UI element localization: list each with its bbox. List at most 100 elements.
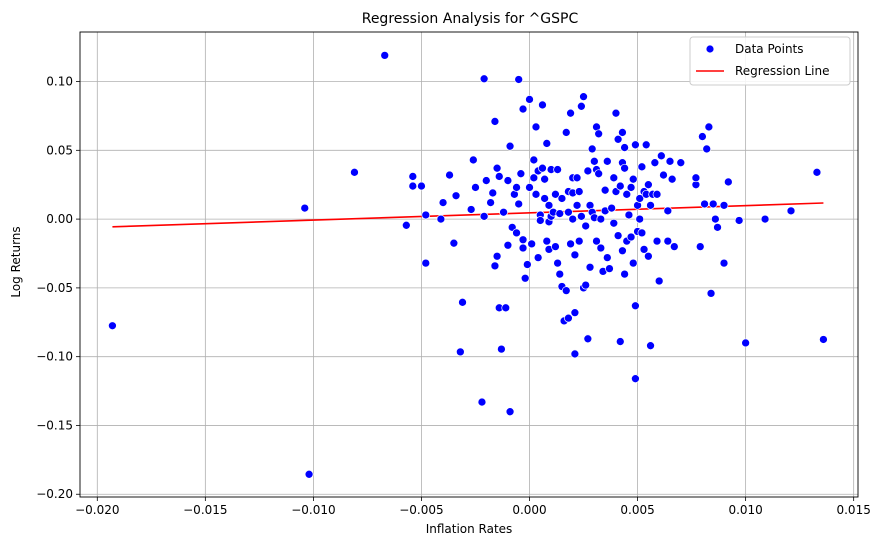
data-point	[512, 228, 521, 238]
data-point	[594, 129, 604, 139]
legend-box	[689, 36, 851, 86]
data-point	[531, 189, 541, 199]
data-point	[499, 207, 508, 217]
data-point	[497, 344, 506, 354]
x-tick-label: 0.010	[728, 503, 762, 517]
data-point	[620, 269, 629, 279]
x-tick-label: 0.000	[512, 503, 546, 517]
data-point	[572, 173, 582, 183]
data-point	[628, 258, 638, 268]
data-point	[613, 134, 623, 144]
data-point	[741, 338, 750, 348]
x-tick-label: −0.010	[291, 503, 335, 517]
data-point	[538, 163, 547, 173]
data-point	[518, 235, 528, 245]
data-point	[555, 209, 565, 218]
data-point	[479, 211, 489, 221]
data-point	[568, 214, 578, 224]
data-point	[644, 180, 653, 190]
data-point	[516, 169, 526, 179]
data-point	[486, 198, 495, 207]
data-point	[615, 181, 625, 191]
y-axis-ticks: −0.20 −0.15 −0.10 −0.05 0.00 0.05 0.10	[36, 75, 80, 501]
data-point	[812, 167, 822, 177]
x-tick-label: −0.015	[183, 503, 227, 517]
data-point	[585, 262, 595, 272]
data-point	[553, 165, 562, 174]
data-point	[698, 132, 707, 141]
data-point	[594, 169, 604, 179]
data-point	[596, 243, 606, 253]
data-point	[644, 251, 653, 261]
data-point	[641, 140, 651, 150]
data-point	[646, 341, 655, 351]
data-point	[570, 308, 580, 318]
data-point	[631, 140, 640, 150]
data-point	[408, 181, 418, 191]
data-point	[711, 214, 720, 224]
data-point	[471, 183, 480, 192]
data-point	[628, 174, 638, 184]
data-point	[637, 228, 647, 238]
data-point	[637, 162, 647, 172]
data-point	[449, 238, 459, 248]
data-point	[527, 239, 537, 249]
data-point	[615, 337, 625, 346]
y-axis-label: Log Returns	[9, 226, 23, 297]
data-point	[602, 253, 612, 262]
data-point	[350, 167, 359, 177]
data-point	[719, 200, 729, 210]
data-point	[520, 273, 530, 283]
data-point	[620, 163, 629, 173]
data-point	[622, 189, 632, 199]
x-axis-label: Inflation Rates	[426, 522, 513, 536]
data-point	[695, 242, 705, 251]
data-point	[551, 189, 560, 199]
data-point	[564, 207, 573, 217]
x-tick-label: −0.005	[399, 503, 443, 517]
data-point	[719, 258, 729, 268]
y-tick-label: 0.00	[46, 212, 73, 226]
data-point	[626, 232, 636, 242]
data-point	[713, 223, 722, 232]
data-point	[577, 211, 586, 221]
data-point	[525, 95, 534, 104]
data-point	[501, 303, 511, 313]
data-point	[734, 216, 744, 225]
data-point	[551, 242, 560, 251]
data-point	[525, 183, 534, 192]
y-tick-label: −0.15	[36, 418, 73, 432]
data-point	[468, 155, 478, 165]
data-point	[708, 199, 718, 209]
data-point	[624, 210, 634, 220]
x-axis-ticks: −0.020 −0.015 −0.010 −0.005 0.000 0.005 0.010 0…	[75, 497, 871, 517]
data-point	[760, 214, 770, 224]
data-point	[659, 170, 668, 180]
data-point	[572, 200, 582, 210]
data-point	[667, 174, 677, 184]
chart-title: Regression Analysis for ^GSPC	[362, 11, 579, 27]
data-point	[555, 269, 565, 279]
data-point	[438, 198, 448, 207]
data-point	[570, 250, 580, 260]
y-tick-label: −0.20	[36, 487, 73, 501]
data-point	[553, 258, 562, 268]
grid-lines	[80, 32, 858, 497]
data-point	[505, 407, 515, 417]
data-point	[577, 101, 586, 111]
data-point	[691, 173, 701, 183]
data-point	[380, 51, 390, 60]
y-tick-label: 0.05	[46, 143, 73, 157]
data-point	[518, 104, 528, 114]
data-point	[458, 297, 467, 307]
data-point	[479, 74, 489, 84]
data-point	[663, 236, 673, 246]
data-point	[466, 205, 476, 214]
data-point	[421, 210, 431, 220]
data-point	[533, 253, 543, 262]
scatter-points	[108, 51, 828, 479]
data-point	[656, 151, 666, 161]
data-point	[544, 200, 554, 210]
data-point	[566, 239, 575, 249]
